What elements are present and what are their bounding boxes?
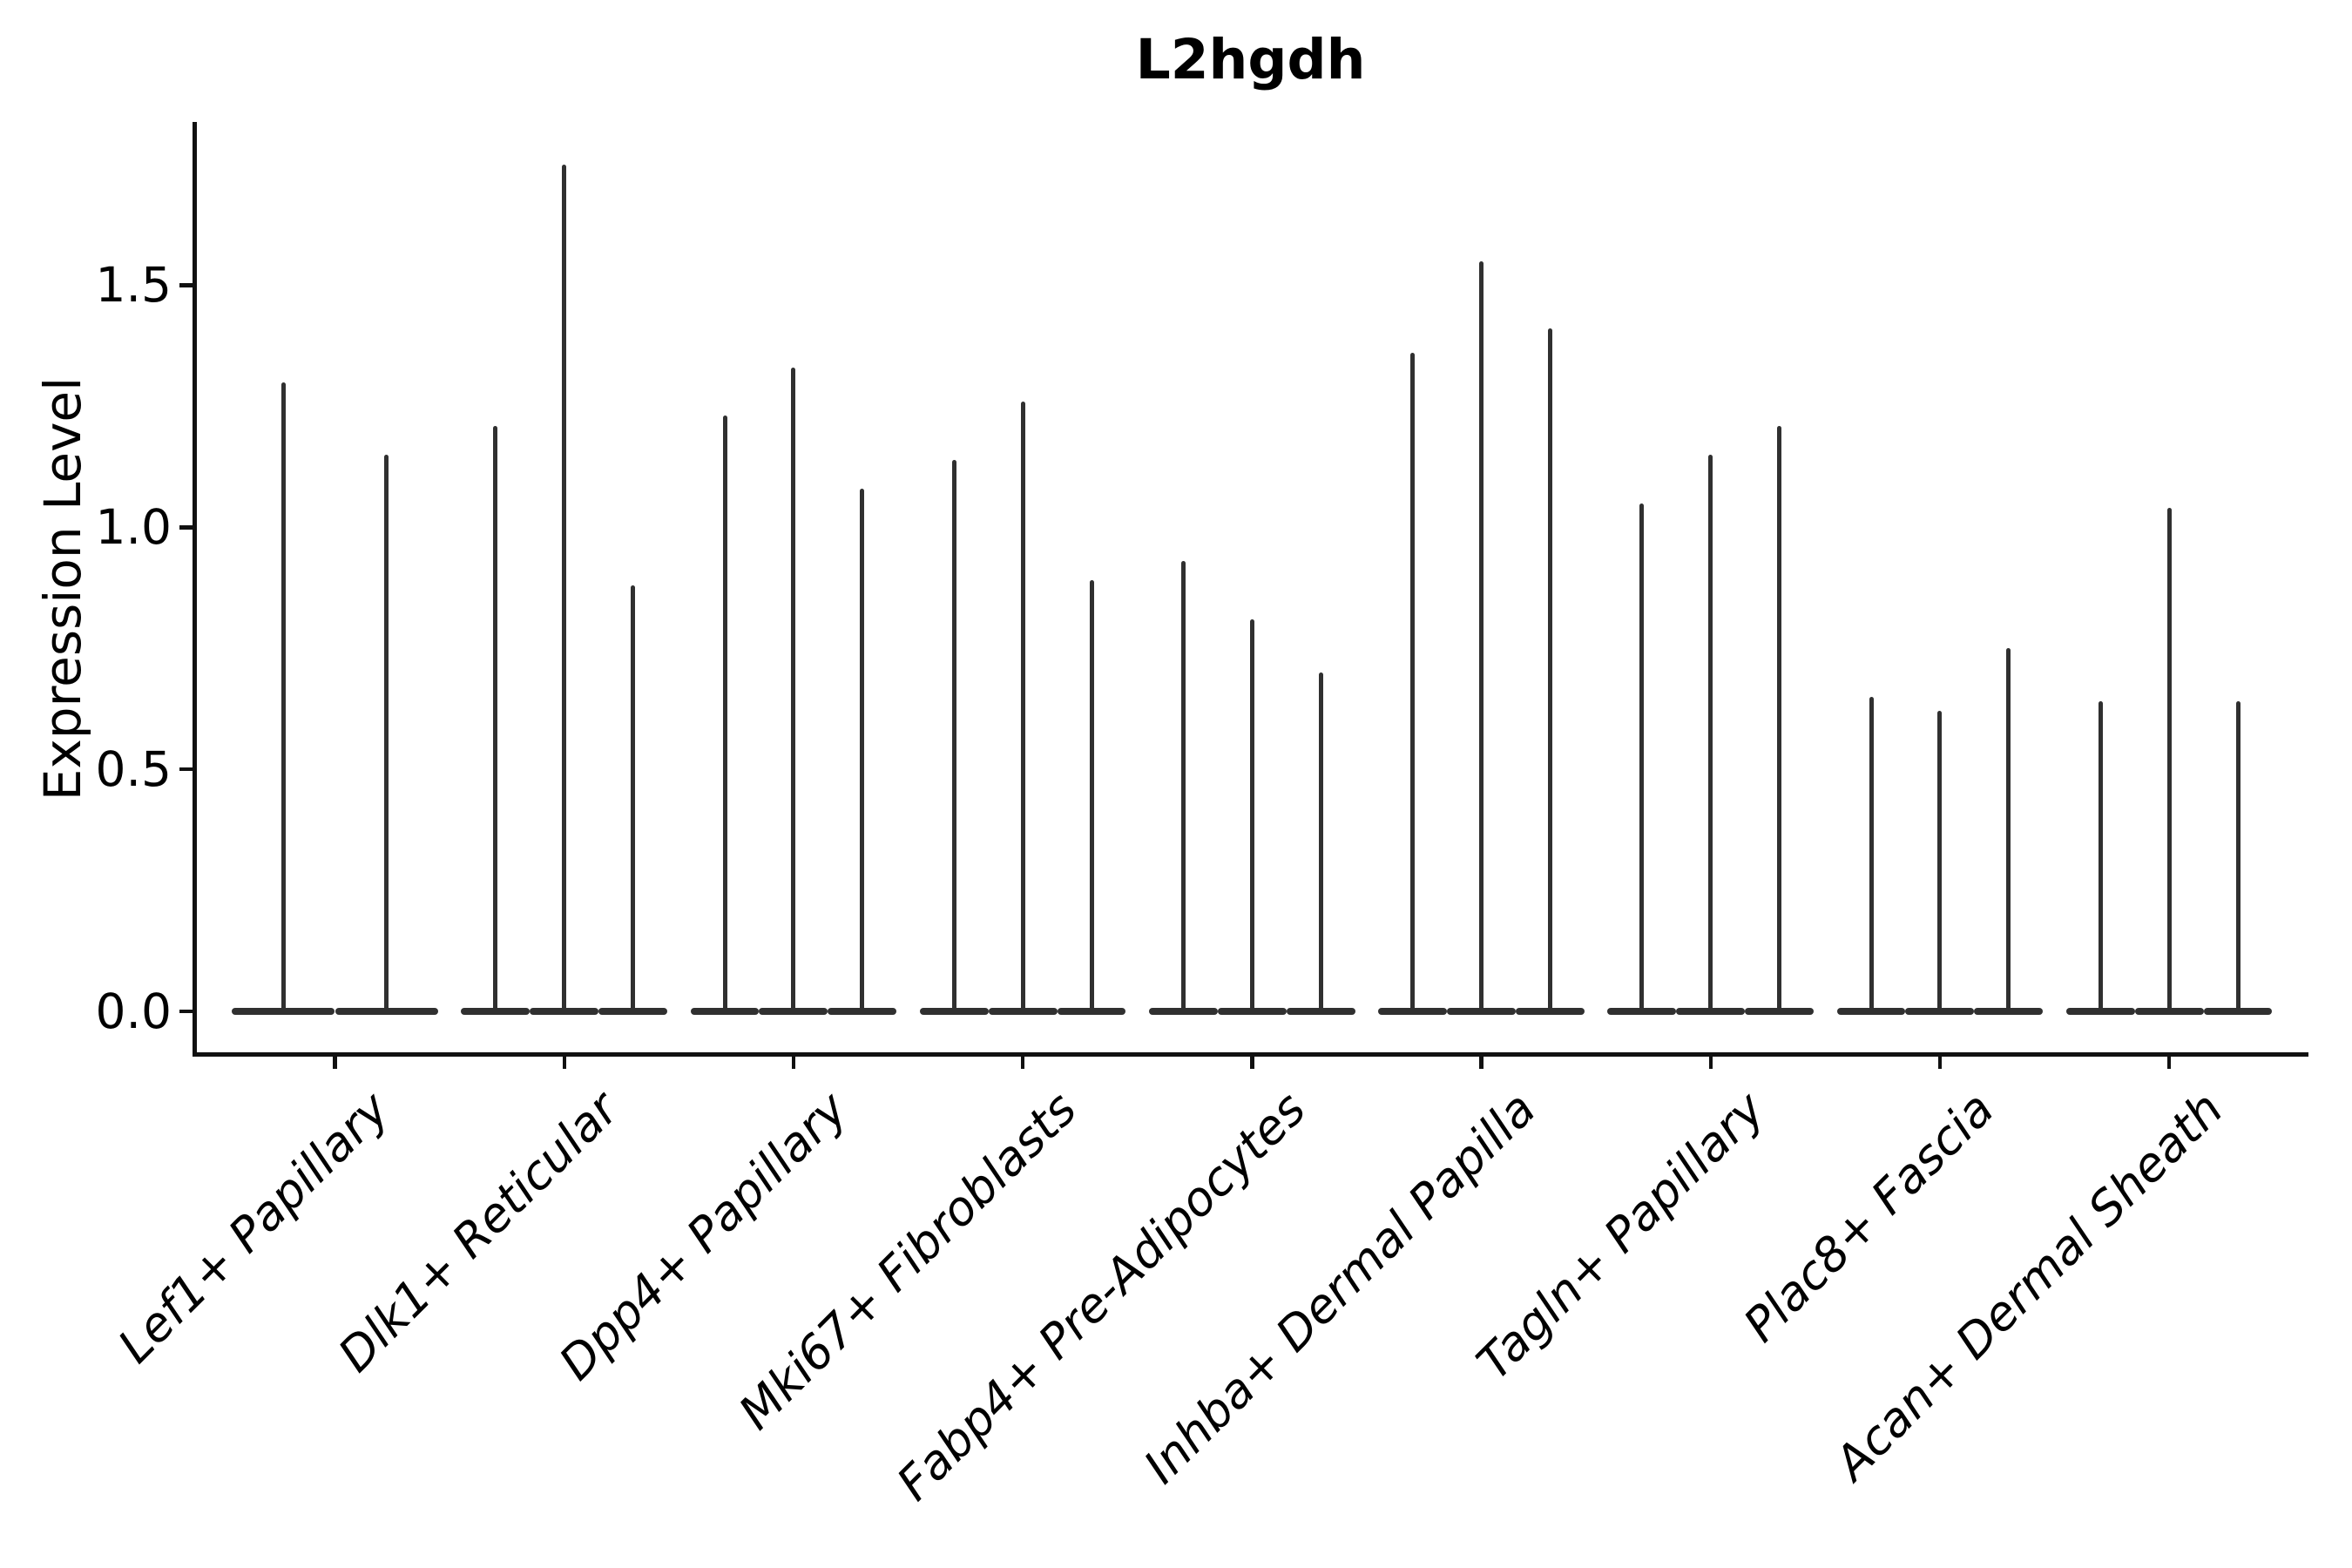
y-axis-tick [179, 283, 193, 287]
violin-spike [1180, 561, 1186, 1015]
y-axis-tick [179, 525, 193, 530]
violin-base [919, 1008, 989, 1015]
violin-spike [2235, 701, 2240, 1015]
violin-base [1836, 1008, 1906, 1015]
violin-spike [631, 585, 636, 1015]
violin-spike [1410, 353, 1416, 1015]
violin-spike [1777, 425, 1782, 1015]
violin-base [1057, 1008, 1126, 1015]
y-tick-label: 1.5 [95, 257, 172, 314]
violin-base [1974, 1008, 2044, 1015]
x-axis-tick [1250, 1056, 1254, 1069]
violin-spike [1249, 618, 1254, 1015]
violin-spike [562, 164, 567, 1015]
violin-base [1447, 1008, 1516, 1015]
violin-spike [2166, 508, 2172, 1015]
violin-spike [1937, 711, 1943, 1015]
violin-base [461, 1008, 531, 1015]
x-tick-label: Fabp4+ Pre-Adipocytes [886, 1081, 1317, 1511]
violin-spike [493, 425, 498, 1015]
violin-spike [280, 382, 286, 1015]
violin-base [1378, 1008, 1448, 1015]
violin-base [335, 1008, 438, 1015]
x-tick-label: Acan+ Dermal Sheath [1824, 1081, 2234, 1491]
violin-base [1286, 1008, 1355, 1015]
violin-spike [1479, 260, 1484, 1015]
y-tick-label: 1.0 [95, 499, 172, 556]
violin-spike [951, 459, 956, 1015]
violin-spike [1869, 696, 1874, 1015]
violin-base [759, 1008, 828, 1015]
violin-base [1676, 1008, 1746, 1015]
violin-spike [722, 416, 727, 1015]
violin-spike [2006, 648, 2011, 1015]
y-tick-label: 0.0 [95, 983, 172, 1039]
violin-spike [1089, 580, 1094, 1015]
violin-base [988, 1008, 1058, 1015]
violin-base [2134, 1008, 2204, 1015]
violin-base [1217, 1008, 1287, 1015]
x-tick-label: Inhba+ Dermal Papilla [1132, 1081, 1546, 1495]
x-axis-spine [193, 1052, 2308, 1057]
violin-base [1515, 1008, 1585, 1015]
x-axis-tick [333, 1056, 337, 1069]
x-axis-tick [1708, 1056, 1713, 1069]
x-axis-tick [1479, 1056, 1484, 1069]
x-axis-tick [562, 1056, 566, 1069]
violin-base [690, 1008, 760, 1015]
x-axis-tick [1020, 1056, 1025, 1069]
violin-spike [1020, 401, 1025, 1015]
violin-base [1745, 1008, 1815, 1015]
violin-spike [1547, 328, 1552, 1015]
x-axis-tick [2166, 1056, 2172, 1069]
x-axis-tick [1937, 1056, 1943, 1069]
violin-spike [1708, 454, 1713, 1015]
violin-base [828, 1008, 897, 1015]
violin-spike [791, 367, 796, 1015]
violin-base [1905, 1008, 1975, 1015]
x-axis-tick [791, 1056, 796, 1069]
violin-spike [384, 454, 389, 1015]
y-axis-tick [179, 1009, 193, 1014]
violin-spike [1639, 503, 1645, 1015]
violin-spike [860, 488, 865, 1015]
violin-base [2203, 1008, 2273, 1015]
y-axis-tick [179, 767, 193, 772]
violin-base [530, 1008, 599, 1015]
violin-base [598, 1008, 668, 1015]
y-tick-label: 0.5 [95, 741, 172, 798]
violin-spike [2098, 701, 2103, 1015]
violin-base [1148, 1008, 1218, 1015]
violin-base [232, 1008, 335, 1015]
violin-base [2065, 1008, 2135, 1015]
chart-title: L2hgdh [1135, 28, 1366, 91]
violin-spike [1318, 672, 1323, 1015]
y-axis-spine [193, 122, 197, 1057]
violin-base [1607, 1008, 1677, 1015]
